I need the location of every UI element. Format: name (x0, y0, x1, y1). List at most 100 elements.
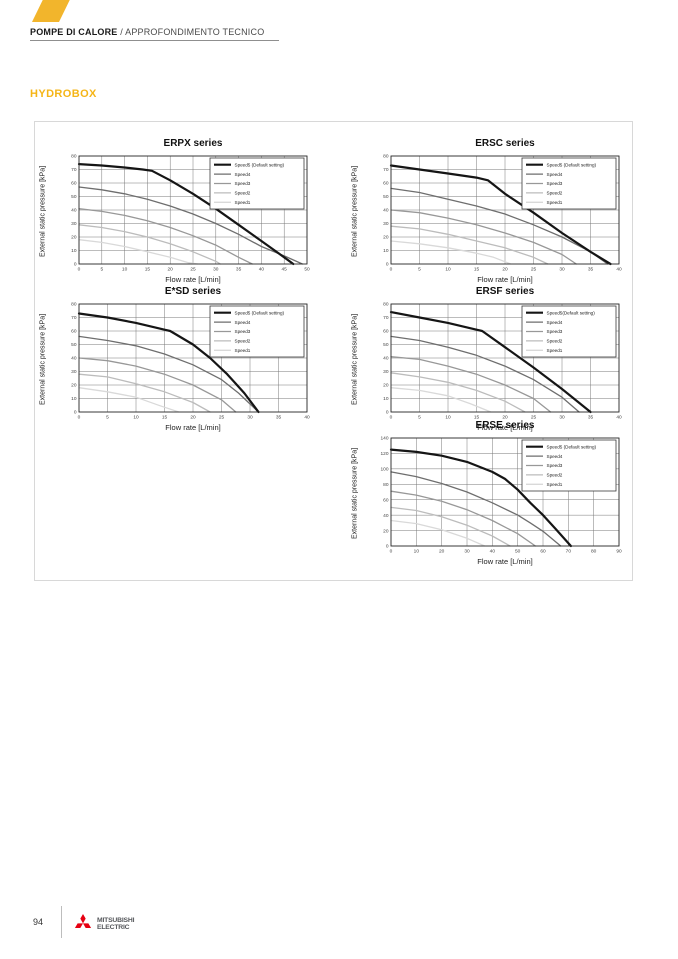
tick-labels: 0 5 10 15 20 25 30 35 40 0 10 20 30 40 50 60 70 80 (383, 154, 622, 273)
y-tick-label: 50 (383, 342, 389, 348)
chart-ersf: ERSF series External static pressure [kP… (349, 286, 651, 437)
legend-entry-label: Speed2 (235, 191, 251, 196)
x-axis-label: Flow rate [L/min] (477, 557, 533, 566)
legend: Speed5 (Default setting) Speed4 Speed3 Spee… (521, 439, 617, 492)
chart-esd: E*SD series External static pressure [kP… (37, 286, 339, 437)
x-tick-label: 80 (591, 549, 597, 555)
x-tick-label: 35 (588, 267, 594, 273)
y-tick-label: 20 (383, 235, 389, 241)
y-tick-label: 60 (383, 497, 389, 503)
y-tick-label: 40 (383, 208, 389, 214)
y-tick-label: 70 (383, 315, 389, 321)
y-tick-label: 10 (383, 396, 389, 402)
y-tick-label: 60 (383, 329, 389, 335)
page-header: POMPE DI CALORE / APPROFONDIMENTO TECNIC… (30, 27, 264, 37)
legend-entry-label: Speed1 (547, 348, 563, 353)
legend-entry-label: Speed2 (547, 339, 563, 344)
y-tick-label: 20 (71, 383, 77, 389)
x-tick-label: 25 (219, 415, 225, 421)
tick-labels: 0 10 20 30 40 50 60 70 80 90 0 20 40 60 80 100 120 140 (380, 436, 622, 555)
chart-title: E*SD series (164, 286, 222, 297)
x-tick-label: 20 (502, 267, 508, 273)
y-axis-label: External static pressure [kPa] (351, 447, 359, 539)
chart-plot: 0 5 10 15 20 25 30 35 40 45 50 0 10 20 30 40 50 60 70 80 Spe… (71, 154, 310, 273)
brand-wordmark: MITSUBISHI ELECTRIC (97, 917, 134, 931)
series-line-speed5-default-setting- (389, 164, 612, 266)
x-tick-label: 0 (78, 415, 81, 421)
legend-entry-label: Speed5 (Default setting) (235, 162, 285, 167)
y-tick-label: 100 (380, 467, 388, 473)
x-tick-label: 40 (490, 549, 496, 555)
legend-entry-label: Speed3 (547, 329, 563, 334)
series-lines (77, 312, 260, 414)
chart-ersc: ERSC series External static pressure [kP… (349, 138, 651, 289)
x-tick-label: 15 (145, 267, 151, 273)
legend-entry-label: Speed4 (235, 172, 251, 177)
series-line-speed3 (390, 356, 552, 413)
series-line-speed4 (390, 187, 609, 265)
x-tick-label: 20 (168, 267, 174, 273)
x-tick-label: 25 (531, 415, 537, 421)
tick-labels: 0 5 10 15 20 25 30 35 40 45 50 0 10 20 30 40 50 60 70 80 (71, 154, 310, 273)
legend-entry-label: Speed5 (Default setting) (235, 310, 285, 315)
y-tick-label: 120 (380, 451, 388, 457)
series-line-speed1 (78, 239, 199, 265)
y-tick-label: 60 (71, 329, 77, 335)
y-tick-label: 80 (71, 302, 77, 308)
legend: Speed5 (Default setting) Speed4 Speed3 Spee… (209, 157, 305, 210)
chart-erse: ERSE series External static pressure [kP… (349, 420, 651, 571)
legend-entry-label: Speed5(Default setting) (547, 310, 596, 315)
y-tick-label: 30 (71, 369, 77, 375)
y-tick-label: 30 (71, 221, 77, 227)
x-tick-label: 15 (162, 415, 168, 421)
chart-plot: 0 5 10 15 20 25 30 35 40 0 10 20 30 40 50 60 70 80 Speed5 … (383, 154, 622, 273)
x-tick-label: 20 (190, 415, 196, 421)
y-tick-label: 40 (71, 208, 77, 214)
legend-entry-label: Speed4 (235, 320, 251, 325)
y-tick-label: 80 (71, 154, 77, 160)
series-lines (389, 164, 612, 266)
series-line-speed1 (390, 519, 486, 547)
series-line-speed2 (390, 506, 511, 547)
charts-frame: ERPX series External static pressure [kP… (34, 121, 633, 581)
tick-labels: 0 5 10 15 20 25 30 35 40 0 10 20 30 40 50 60 70 80 (71, 302, 310, 421)
x-tick-label: 40 (616, 267, 622, 273)
legend-entry-label: Speed1 (547, 200, 563, 205)
x-tick-label: 35 (588, 415, 594, 421)
series-line-speed4 (78, 335, 260, 413)
y-tick-label: 70 (383, 167, 389, 173)
plot-border (78, 155, 308, 265)
legend-entry-label: Speed1 (547, 482, 563, 487)
y-tick-label: 20 (383, 383, 389, 389)
y-tick-label: 20 (71, 235, 77, 241)
footer-divider (61, 906, 62, 938)
x-tick-label: 50 (304, 267, 310, 273)
x-axis-label: Flow rate [L/min] (477, 423, 533, 432)
series-line-speed3 (390, 490, 537, 547)
legend-entry-label: Speed2 (547, 473, 563, 478)
x-tick-label: 0 (390, 415, 393, 421)
y-tick-label: 0 (386, 410, 389, 416)
legend-entry-label: Speed5 (Default setting) (547, 162, 597, 167)
x-tick-label: 15 (474, 267, 480, 273)
chart-erpx: ERPX series External static pressure [kP… (37, 138, 339, 289)
series-line-speed1 (390, 240, 512, 265)
legend-entry-label: Speed3 (235, 329, 251, 334)
legend-entry-label: Speed4 (547, 172, 563, 177)
y-axis-label: External static pressure [kPa] (39, 165, 47, 257)
x-tick-label: 10 (445, 415, 451, 421)
y-tick-label: 80 (383, 154, 389, 160)
chart-title: ERPX series (163, 138, 223, 149)
x-tick-label: 5 (106, 415, 109, 421)
series-line-speed2 (78, 224, 222, 265)
y-tick-label: 0 (74, 410, 77, 416)
legend-entry-label: Speed5 (Default setting) (547, 444, 597, 449)
x-axis-label: Flow rate [L/min] (165, 423, 221, 432)
y-tick-label: 0 (386, 262, 389, 268)
x-tick-label: 35 (236, 267, 242, 273)
brand-line2: ELECTRIC (97, 924, 130, 931)
legend: Speed5(Default setting) Speed4 Speed3 Speed… (521, 305, 617, 358)
x-tick-label: 30 (247, 415, 253, 421)
y-tick-label: 50 (71, 194, 77, 200)
